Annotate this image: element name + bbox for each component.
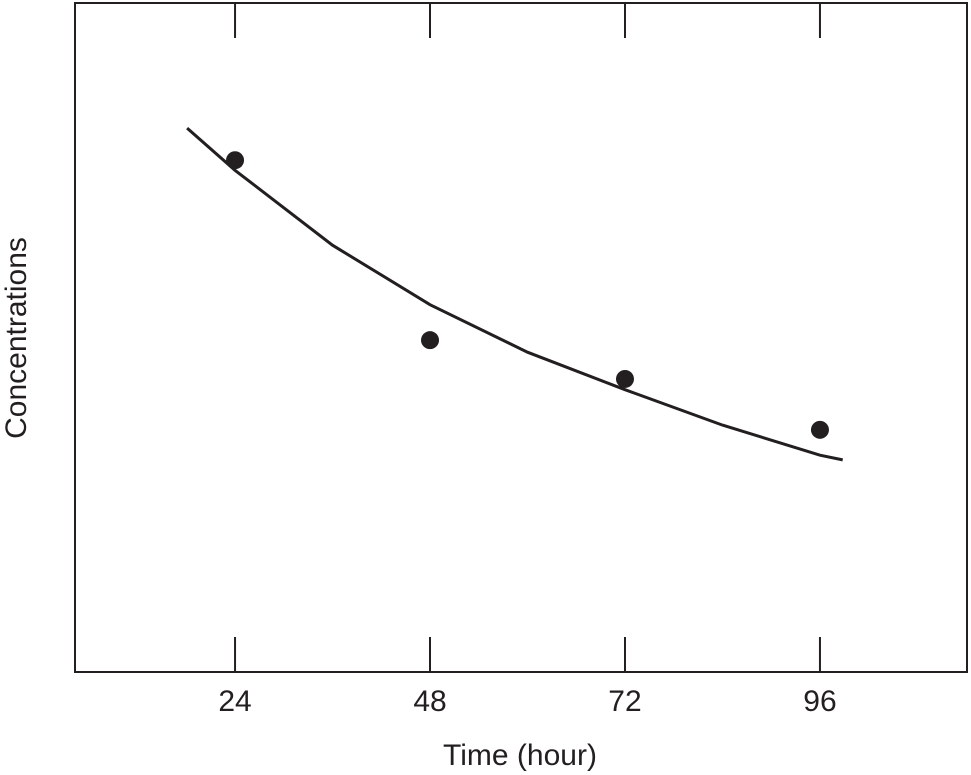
x-tick-label: 72	[608, 685, 641, 718]
fit-curve	[186, 126, 844, 462]
data-point	[810, 420, 829, 439]
data-point	[615, 369, 634, 388]
plot-frame	[74, 2, 968, 673]
y-axis-title: Concentrations	[0, 237, 33, 439]
x-tick-label: 96	[803, 685, 836, 718]
x-tick-label: 48	[413, 685, 446, 718]
data-point	[421, 331, 440, 350]
data-point	[226, 151, 245, 170]
x-axis-title: Time (hour)	[443, 739, 597, 772]
x-tick-label: 24	[218, 685, 251, 718]
